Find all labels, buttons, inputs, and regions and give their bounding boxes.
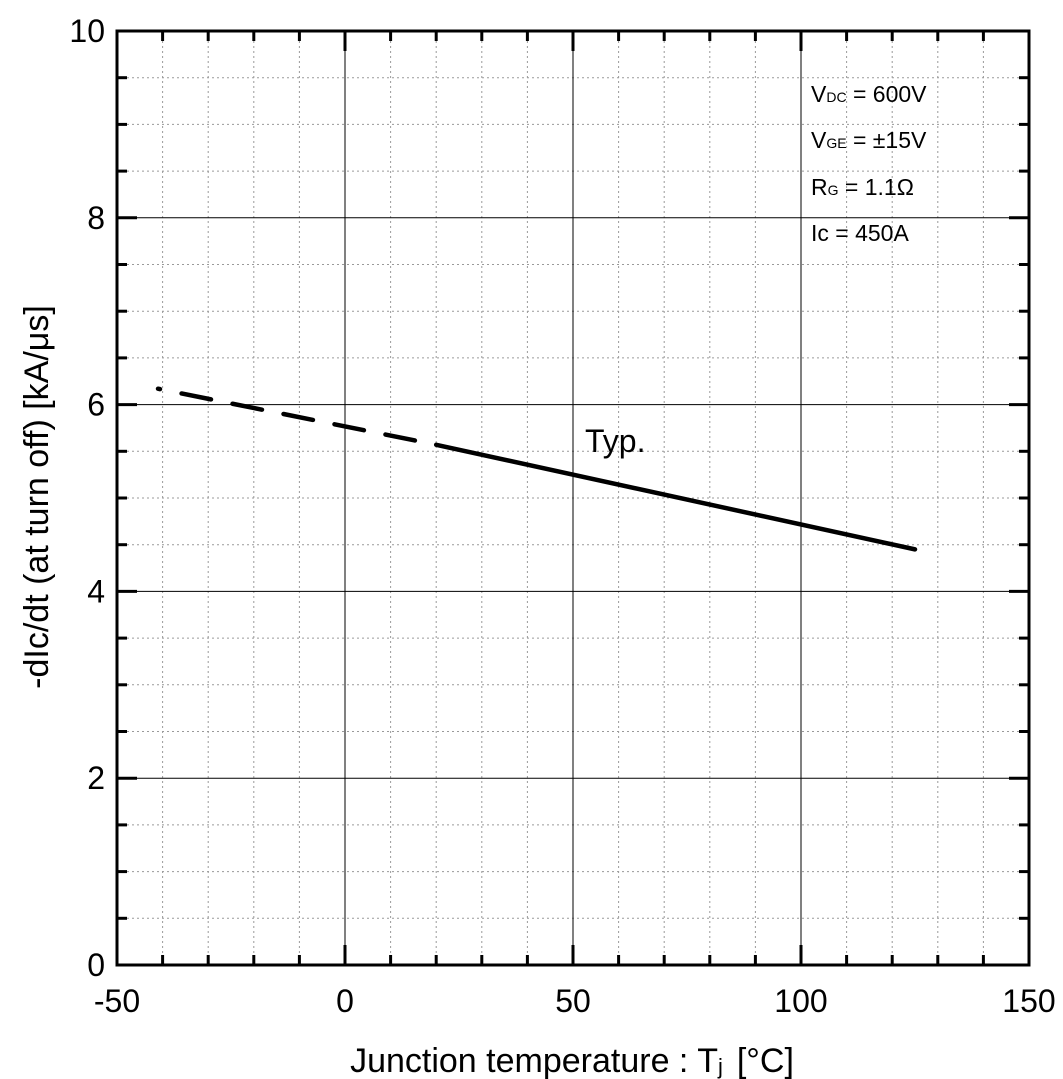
x-tick-label: 0: [336, 983, 354, 1019]
y-tick-label: 0: [87, 947, 105, 983]
y-tick-labels: 0 2 4 6 8 10: [69, 13, 105, 983]
condition-vdc: VDC = 600V: [811, 81, 927, 107]
x-axis-title-sub: j: [717, 1054, 723, 1079]
y-tick-label: 10: [69, 13, 105, 49]
series-line-dashed: [155, 386, 439, 448]
y-tick-label: 4: [87, 573, 105, 609]
condition-rg: RG = 1.1Ω: [811, 174, 914, 200]
x-tick-label: 100: [774, 983, 827, 1019]
x-tick-labels: -50 0 50 100 150: [94, 983, 1056, 1019]
x-axis-title: Junction temperature : Tj [°C]: [350, 1042, 794, 1079]
condition-ic: Ic = 450A: [811, 220, 909, 246]
series-line-solid: [433, 442, 918, 552]
x-tick-label: -50: [94, 983, 140, 1019]
condition-vge: VGE = ±15V: [811, 127, 927, 153]
x-axis-title-unit: [°C]: [737, 1042, 794, 1079]
x-tick-label: 150: [1002, 983, 1055, 1019]
axis-ticks: [117, 31, 1029, 965]
y-tick-label: 2: [87, 760, 105, 796]
y-tick-label: 6: [87, 387, 105, 423]
series-label-typ: Typ.: [585, 423, 645, 459]
x-tick-label: 50: [555, 983, 591, 1019]
major-grid: [117, 31, 1029, 965]
y-axis-title: -dIc/dt (at turn off) [kA/μs]: [18, 305, 56, 689]
y-tick-label: 8: [87, 200, 105, 236]
x-axis-title-main: Junction temperature : T: [350, 1042, 718, 1079]
test-conditions: VDC = 600V VGE = ±15V RG = 1.1Ω Ic = 450…: [811, 81, 927, 246]
series-layer: [155, 386, 918, 552]
